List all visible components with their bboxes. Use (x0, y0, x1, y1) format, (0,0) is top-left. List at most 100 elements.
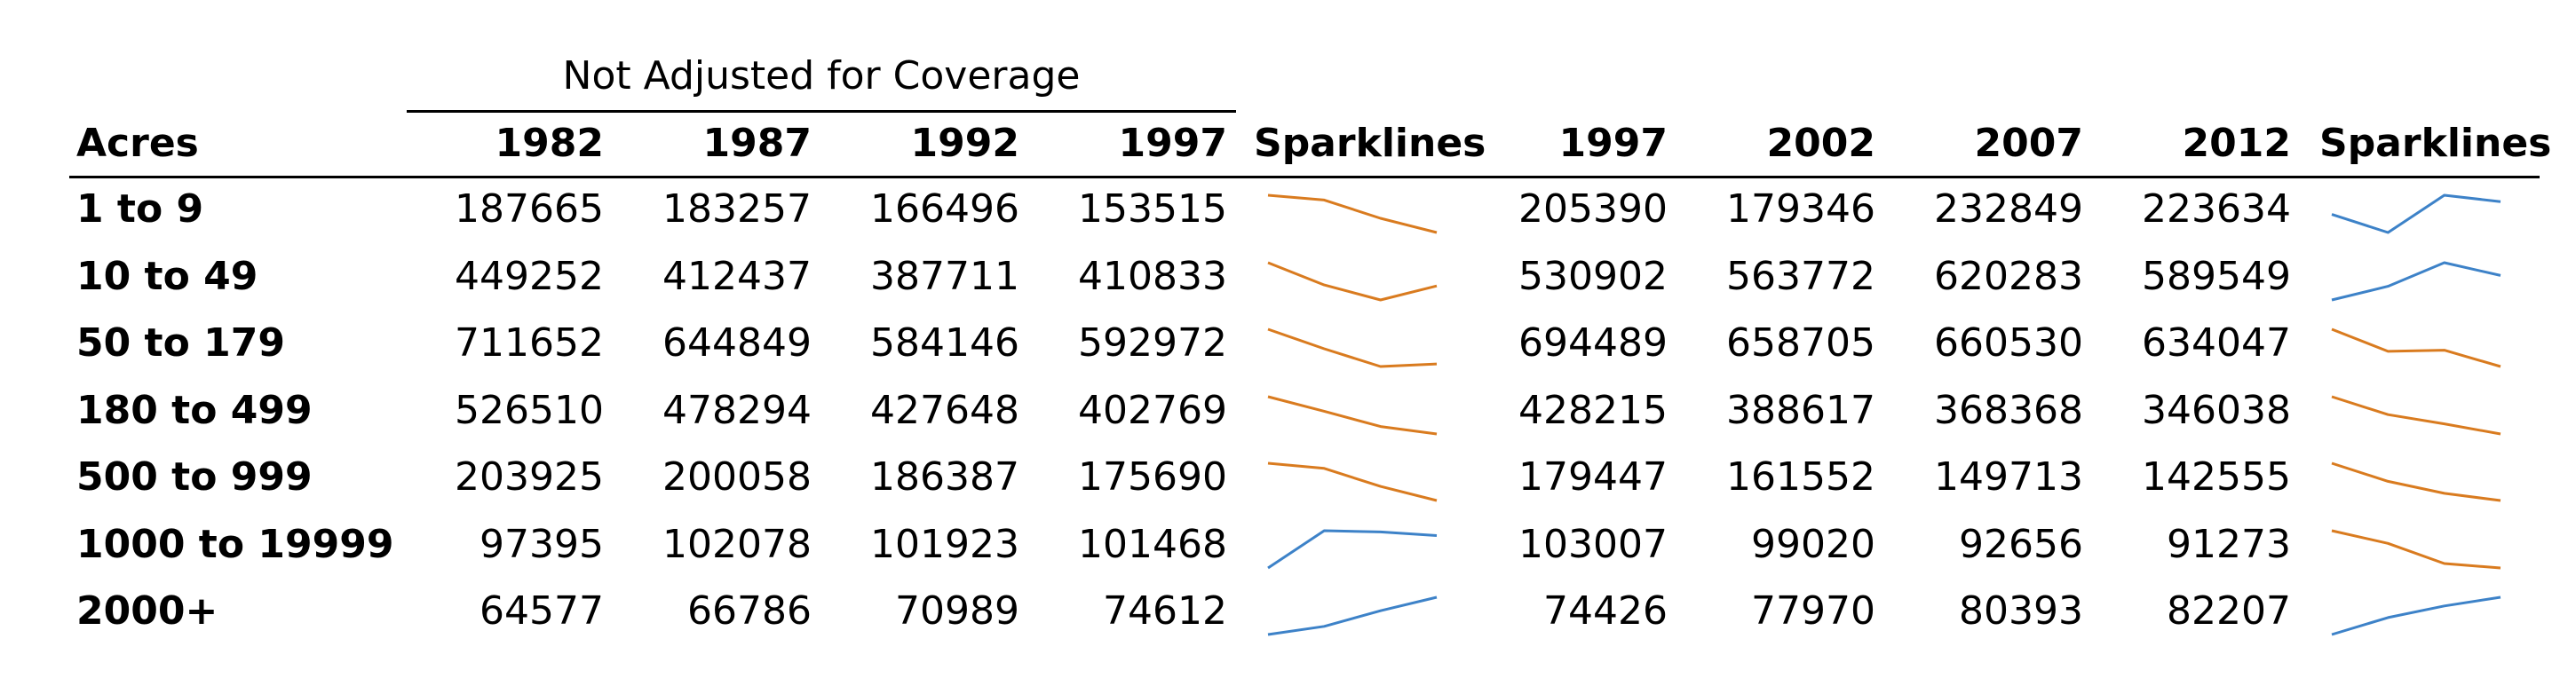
column-header-left-year: 1982 (495, 121, 604, 166)
cell-left-value: 592972 (1078, 320, 1227, 366)
sparkline-left-line (1267, 193, 1438, 234)
column-header-right-year: 2007 (1974, 121, 2083, 166)
cell-right-value: 74426 (1543, 588, 1668, 634)
sparkline-right-line (2331, 261, 2501, 301)
cell-right-value: 346038 (2142, 387, 2291, 433)
sparkline-right-line (2331, 395, 2501, 435)
cell-left-value: 427648 (870, 387, 1019, 433)
cell-right-value: 142555 (2142, 454, 2291, 500)
cell-right-value: 368368 (1934, 387, 2083, 433)
cell-right-value: 161552 (1726, 454, 1875, 500)
cell-left-value: 526510 (455, 387, 604, 433)
cell-right-value: 620283 (1934, 253, 2083, 299)
cell-right-value: 428215 (1518, 387, 1668, 433)
sparkline-left (1267, 461, 1438, 502)
cell-right-value: 80393 (1959, 588, 2083, 634)
cell-left-value: 187665 (455, 186, 604, 232)
sparkline-left-line (1267, 461, 1438, 502)
group-header-not-adjusted: Not Adjusted for Coverage (562, 53, 1081, 99)
cell-left-value: 387711 (870, 253, 1019, 299)
column-header-sparklines-right: Sparklines (2319, 121, 2552, 166)
cell-right-value: 634047 (2142, 320, 2291, 366)
cell-left-value: 203925 (455, 454, 604, 500)
cell-right-value: 179447 (1518, 454, 1668, 500)
row-label: 1 to 9 (76, 186, 204, 232)
cell-left-value: 644849 (662, 320, 812, 366)
sparkline-right-line (2331, 529, 2501, 569)
sparkline-right-line (2331, 327, 2501, 368)
column-header-left-year: 1987 (702, 121, 812, 166)
cell-right-value: 92656 (1959, 521, 2083, 567)
cell-right-value: 179346 (1726, 186, 1875, 232)
cell-left-value: 183257 (662, 186, 812, 232)
cell-left-value: 74612 (1103, 588, 1227, 634)
column-header-sparklines-left: Sparklines (1254, 121, 1486, 166)
cell-right-value: 658705 (1726, 320, 1875, 366)
sparkline-left (1267, 395, 1438, 435)
row-label: 1000 to 19999 (76, 521, 394, 567)
sparkline-left (1267, 327, 1438, 368)
sparkline-right (2331, 595, 2501, 636)
sparkline-right (2331, 193, 2501, 234)
sparkline-left (1267, 193, 1438, 234)
cell-left-value: 186387 (870, 454, 1019, 500)
cell-left-value: 412437 (662, 253, 812, 299)
cell-left-value: 175690 (1078, 454, 1227, 500)
column-header-right-year: 2012 (2182, 121, 2291, 166)
cell-right-value: 563772 (1726, 253, 1875, 299)
cell-right-value: 232849 (1934, 186, 2083, 232)
cell-left-value: 410833 (1078, 253, 1227, 299)
sparkline-right-line (2331, 193, 2501, 234)
sparkline-right (2331, 395, 2501, 435)
column-header-acres: Acres (76, 121, 199, 166)
cell-left-value: 200058 (662, 454, 812, 500)
cell-left-value: 102078 (662, 521, 812, 567)
column-header-right-year: 1997 (1558, 121, 1668, 166)
row-label: 50 to 179 (76, 320, 285, 366)
cell-right-value: 388617 (1726, 387, 1875, 433)
sparkline-left (1267, 529, 1438, 569)
column-header-left-year: 1992 (910, 121, 1019, 166)
cell-right-value: 530902 (1518, 253, 1668, 299)
cell-right-value: 694489 (1518, 320, 1668, 366)
cell-left-value: 478294 (662, 387, 812, 433)
sparkline-left (1267, 261, 1438, 301)
sparkline-right (2331, 261, 2501, 301)
cell-right-value: 223634 (2142, 186, 2291, 232)
cell-right-value: 91273 (2167, 521, 2291, 567)
cell-right-value: 149713 (1934, 454, 2083, 500)
sparkline-left (1267, 595, 1438, 636)
sparkline-left-line (1267, 395, 1438, 435)
cell-right-value: 77970 (1751, 588, 1875, 634)
row-label: 10 to 49 (76, 253, 258, 299)
sparkline-right-line (2331, 461, 2501, 502)
sparkline-left-line (1267, 529, 1438, 569)
group-header-underline (407, 110, 1236, 113)
sparkline-right-line (2331, 595, 2501, 636)
cell-left-value: 711652 (455, 320, 604, 366)
cell-left-value: 66786 (687, 588, 812, 634)
cell-left-value: 101923 (870, 521, 1019, 567)
row-label: 500 to 999 (76, 454, 313, 500)
cell-right-value: 99020 (1751, 521, 1875, 567)
column-header-left-year: 1997 (1118, 121, 1227, 166)
sparkline-right (2331, 529, 2501, 569)
cell-left-value: 97395 (480, 521, 604, 567)
cell-left-value: 101468 (1078, 521, 1227, 567)
cell-right-value: 589549 (2142, 253, 2291, 299)
sparkline-right (2331, 461, 2501, 502)
cell-right-value: 103007 (1518, 521, 1668, 567)
row-label: 2000+ (76, 588, 218, 634)
cell-left-value: 584146 (870, 320, 1019, 366)
cell-left-value: 70989 (895, 588, 1019, 634)
sparkline-left-line (1267, 261, 1438, 301)
sparkline-left-line (1267, 595, 1438, 636)
cell-right-value: 205390 (1518, 186, 1668, 232)
cell-left-value: 402769 (1078, 387, 1227, 433)
header-rule (69, 176, 2540, 178)
sparkline-right (2331, 327, 2501, 368)
cell-right-value: 82207 (2167, 588, 2291, 634)
row-label: 180 to 499 (76, 387, 313, 433)
cell-left-value: 64577 (480, 588, 604, 634)
column-header-right-year: 2002 (1766, 121, 1875, 166)
